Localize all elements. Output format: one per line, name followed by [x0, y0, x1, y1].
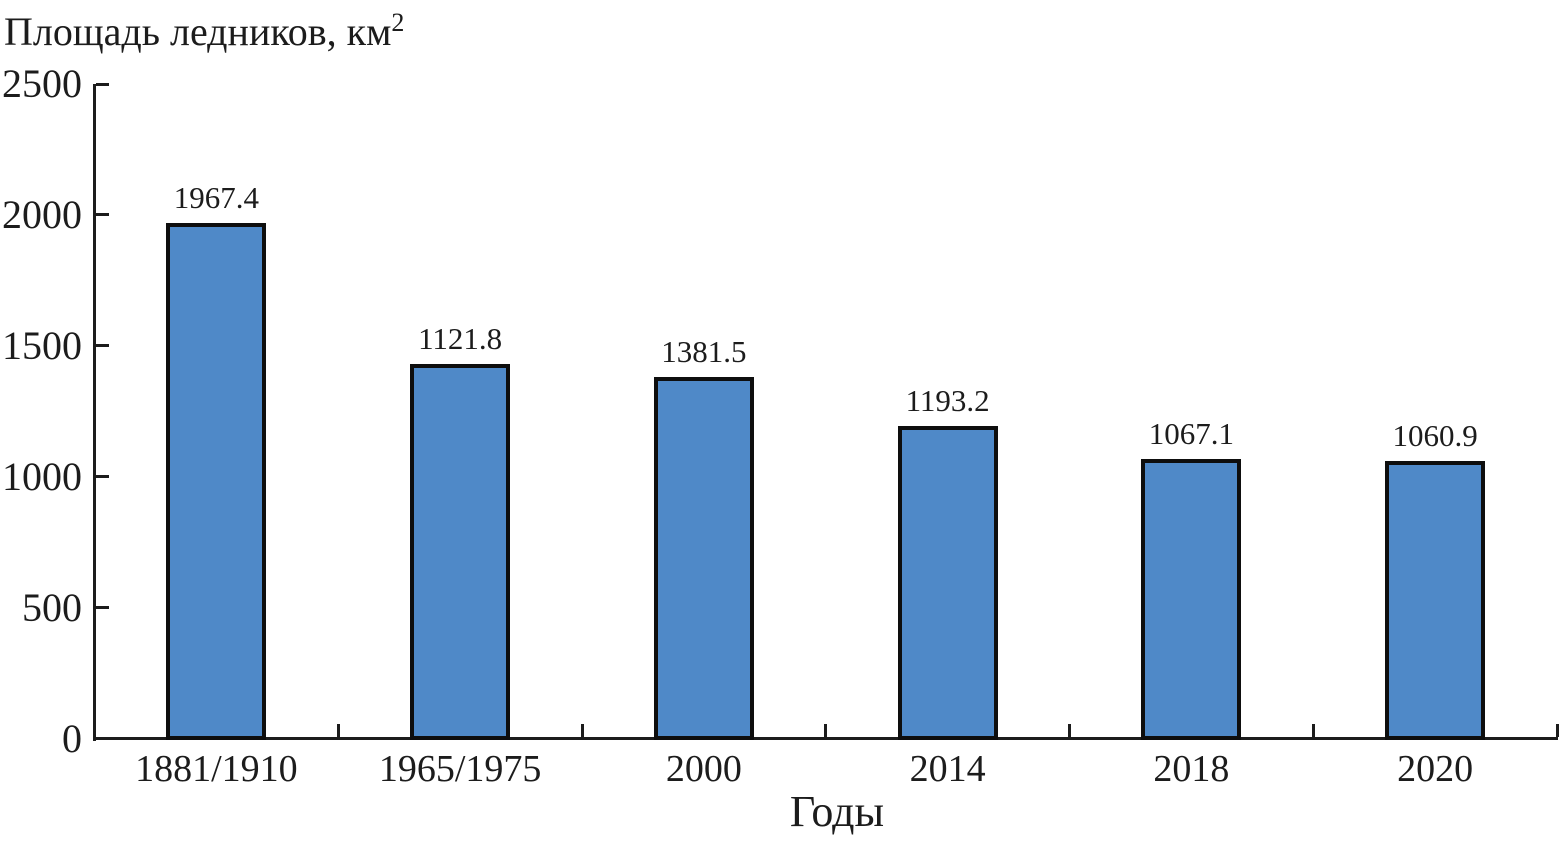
bar-value-label: 1067.1	[1148, 416, 1234, 452]
x-category-label: 2000	[665, 748, 742, 790]
bar	[897, 426, 998, 740]
x-category-label: 2014	[909, 748, 986, 790]
x-tick	[1555, 724, 1559, 737]
x-category-label: 2018	[1153, 748, 1230, 790]
y-axis-line	[93, 84, 96, 741]
y-tick	[96, 344, 109, 348]
x-axis-title: Годы	[789, 787, 885, 836]
y-tick	[96, 213, 109, 217]
y-tick-label: 1000	[2, 453, 82, 499]
x-category-label: 2020	[1397, 748, 1474, 790]
x-category-label: 1881/1910	[135, 748, 298, 790]
x-tick	[1068, 724, 1071, 737]
y-tick-label: 2500	[2, 61, 82, 106]
chart-title-superscript: 2	[391, 8, 405, 37]
chart-title-text: Площадь ледников, км	[4, 9, 392, 54]
y-tick	[96, 82, 109, 86]
chart-title: Площадь ледников, км2	[4, 10, 404, 54]
x-category-label: 1965/1975	[378, 748, 542, 790]
bar-value-label: 1381.5	[661, 333, 747, 369]
bar	[410, 364, 511, 740]
y-tick-label: 1500	[2, 322, 82, 368]
bar	[166, 223, 267, 740]
x-axis-line	[93, 737, 1558, 740]
bar-value-label: 1121.8	[418, 321, 503, 357]
y-tick-label: 0	[62, 715, 82, 761]
x-tick	[336, 724, 340, 737]
x-tick	[580, 724, 584, 737]
bar	[1141, 459, 1242, 740]
y-tick	[96, 475, 109, 479]
y-tick-label: 2000	[2, 191, 82, 237]
bar-value-label: 1967.4	[173, 180, 259, 216]
x-tick	[1311, 724, 1315, 737]
bar-value-label: 1193.2	[905, 383, 990, 419]
bar-value-label: 1060.9	[1392, 417, 1478, 453]
bar	[653, 376, 754, 740]
y-tick	[96, 606, 109, 610]
x-tick	[824, 724, 828, 737]
y-tick-label: 500	[22, 584, 82, 630]
bar	[1385, 460, 1486, 740]
